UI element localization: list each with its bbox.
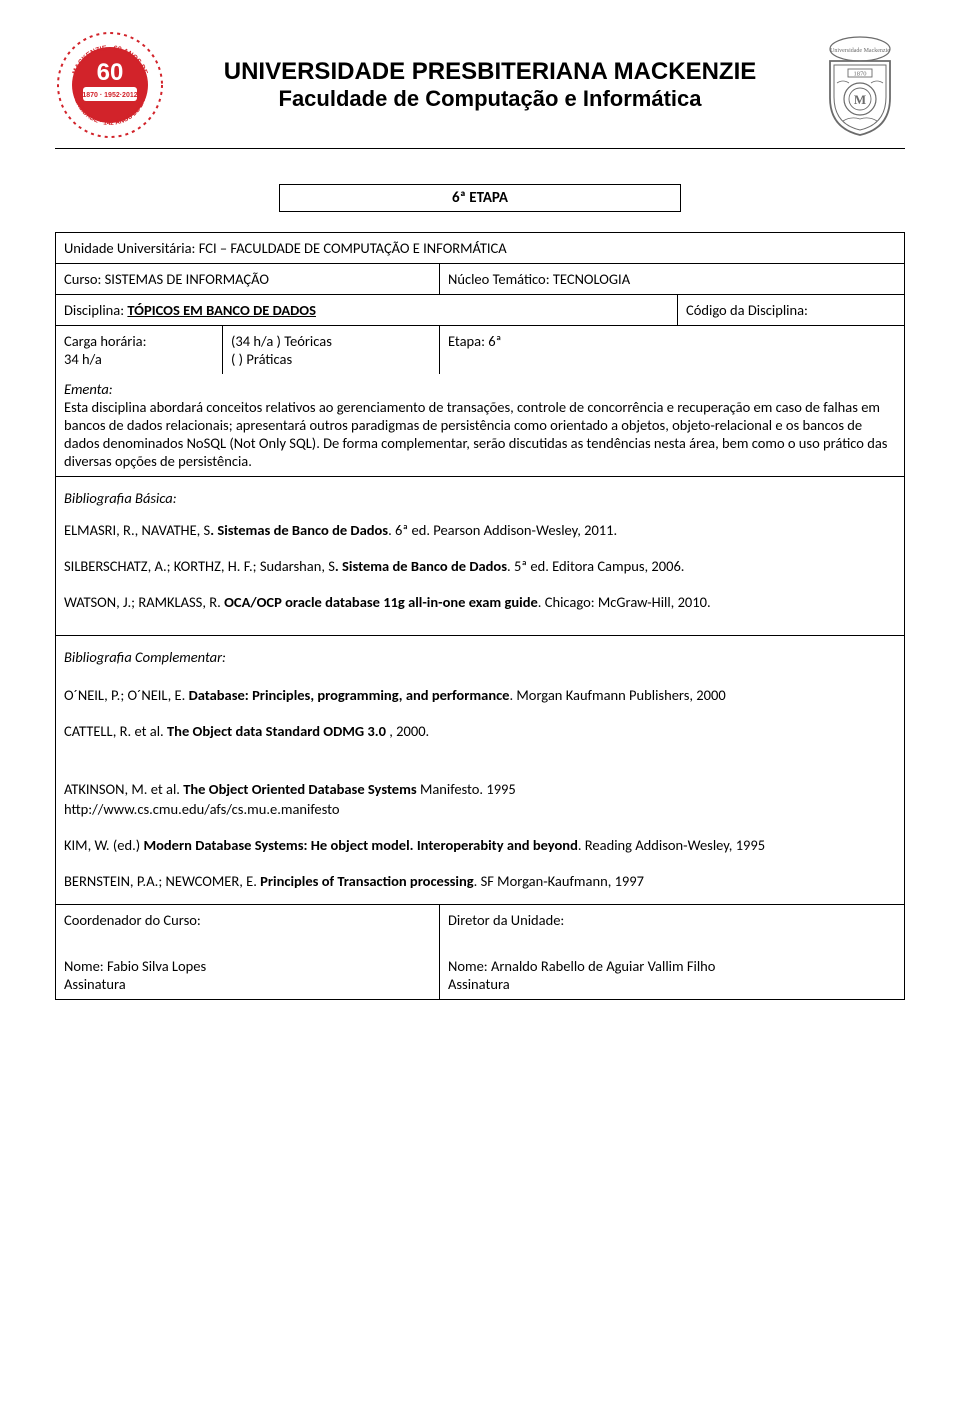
etapa-cell: Etapa: 6ª (440, 326, 905, 375)
bib-text: KIM, W. (ed.) (64, 836, 143, 854)
carga-label: Carga horária: (64, 332, 147, 350)
bib-title: . Sistemas de Banco de Dados (210, 521, 388, 539)
nome-label: Nome: (448, 957, 488, 975)
bib-title: The Object Oriented Database Systems (183, 780, 420, 798)
faculty-name: Faculdade de Computação e Informática (180, 86, 800, 112)
nucleo-cell: Núcleo Temático: TECNOLOGIA (440, 264, 905, 295)
bib-comp-ref-2: CATTELL, R. et al. The Object data Stand… (64, 722, 896, 740)
disciplina-label: Disciplina: (64, 301, 124, 319)
bib-text: . Morgan Kaufmann Publishers, 2000 (509, 686, 725, 704)
bib-title: The Object data Standard ODMG 3.0 (167, 722, 386, 740)
bib-text: . 5ª ed. Editora Campus, 2006. (507, 557, 684, 575)
bib-title: Database: Principles, programming, and p… (189, 686, 510, 704)
bib-text: WATSON, J.; RAMKLASS, R. (64, 593, 224, 611)
etapa-value: 6ª (488, 332, 501, 350)
teoricas-line: (34 h/a ) Teóricas (231, 332, 332, 350)
bib-basica-ref-1: ELMASRI, R., NAVATHE, S. Sistemas de Ban… (64, 521, 896, 539)
etapa-title-box: 6ª ETAPA (279, 184, 681, 212)
nucleo-value: TECNOLOGIA (553, 270, 630, 288)
bib-comp-ref-3-url: http://www.cs.cmu.edu/afs/cs.mu.e.manife… (64, 800, 896, 818)
ementa-text: Esta disciplina abordará conceitos relat… (64, 398, 887, 470)
horas-cell: (34 h/a ) Teóricas ( ) Práticas (223, 326, 440, 375)
bib-comp-ref-5: BERNSTEIN, P.A.; NEWCOMER, E. Principles… (64, 872, 896, 890)
diretor-cell: Diretor da Unidade: Nome: Arnaldo Rabell… (440, 905, 905, 1000)
svg-text:60: 60 (97, 59, 124, 86)
diretor-label: Diretor da Unidade: (448, 911, 896, 929)
svg-text:M: M (854, 92, 866, 107)
bib-basica-ref-2: SILBERSCHATZ, A.; KORTHZ, H. F.; Sudarsh… (64, 557, 896, 575)
bib-title: OCA/OCP oracle database 11g all-in-one e… (224, 593, 538, 611)
svg-text:1870: 1870 (854, 70, 867, 77)
bib-text: , 2000. (386, 722, 429, 740)
logo-left-60anos: 60 1870 · 1952·2012 MACKENZIE · 60 ANOS … (55, 30, 165, 140)
bib-comp-ref-4: KIM, W. (ed.) Modern Database Systems: H… (64, 836, 896, 854)
bib-text: . Chicago: McGraw-Hill, 2010. (538, 593, 711, 611)
bib-text: . SF Morgan-Kaufmann, 1997 (474, 872, 644, 890)
unidade-value: FCI – FACULDADE DE COMPUTAÇÃO E INFORMÁT… (199, 239, 507, 257)
bib-text: O´NEIL, P.; O´NEIL, E. (64, 686, 189, 704)
nome-label: Nome: (64, 957, 104, 975)
codigo-cell: Código da Disciplina: (678, 295, 905, 326)
ementa-cell: Ementa: Esta disciplina abordará conceit… (56, 374, 905, 477)
logo-right-shield: Universidade Mackenzie 1870 M (815, 33, 905, 138)
page-header: 60 1870 · 1952·2012 MACKENZIE · 60 ANOS … (55, 30, 905, 149)
svg-text:Universidade Mackenzie: Universidade Mackenzie (830, 48, 890, 54)
bib-title: Principles of Transaction processing (260, 872, 473, 890)
coord-nome: Fabio Silva Lopes (107, 957, 206, 975)
bib-text: . 6ª ed. Pearson Addison-Wesley, 2011. (388, 521, 617, 539)
bib-text: CATTELL, R. et al. (64, 722, 167, 740)
bib-basica-cell: Bibliografia Básica: ELMASRI, R., NAVATH… (56, 477, 905, 636)
nucleo-label: Núcleo Temático: (448, 270, 550, 288)
bib-comp-ref-3: ATKINSON, M. et al. The Object Oriented … (64, 780, 896, 798)
assinatura-label: Assinatura (448, 975, 896, 993)
assinatura-label: Assinatura (64, 975, 431, 993)
bib-text: BERNSTEIN, P.A.; NEWCOMER, E. (64, 872, 260, 890)
praticas-line: ( ) Práticas (231, 350, 292, 368)
etapa-label: Etapa: (448, 332, 485, 350)
bib-text: SILBERSCHATZ, A.; KORTHZ, H. F.; Sudarsh… (64, 557, 335, 575)
bib-basica-label: Bibliografia Básica: (64, 483, 896, 513)
bib-comp-ref-1: O´NEIL, P.; O´NEIL, E. Database: Princip… (64, 686, 896, 704)
curso-cell: Curso: SISTEMAS DE INFORMAÇÃO (56, 264, 440, 295)
ementa-label: Ementa: (64, 380, 113, 398)
bib-text: ELMASRI, R., NAVATHE, S (64, 521, 210, 539)
bib-title: Modern Database Systems: He object model… (143, 836, 577, 854)
syllabus-table: Unidade Universitária: FCI – FACULDADE D… (55, 232, 905, 1000)
university-name: UNIVERSIDADE PRESBITERIANA MACKENZIE (180, 58, 800, 86)
coord-label: Coordenador do Curso: (64, 911, 431, 929)
bib-text: Manifesto. 1995 (420, 780, 516, 798)
bib-basica-ref-3: WATSON, J.; RAMKLASS, R. OCA/OCP oracle … (64, 593, 896, 611)
bib-comp-cell: Bibliografia Complementar: O´NEIL, P.; O… (56, 636, 905, 905)
svg-text:1870 · 1952·2012: 1870 · 1952·2012 (82, 92, 137, 99)
codigo-label: Código da Disciplina: (686, 301, 808, 319)
bib-text: ATKINSON, M. et al. (64, 780, 183, 798)
bib-comp-label: Bibliografia Complementar: (64, 642, 896, 672)
diretor-nome: Arnaldo Rabello de Aguiar Vallim Filho (491, 957, 715, 975)
disciplina-value: TÓPICOS EM BANCO DE DADOS (127, 301, 316, 319)
coordenador-cell: Coordenador do Curso: Nome: Fabio Silva … (56, 905, 440, 1000)
carga-cell: Carga horária: 34 h/a (56, 326, 223, 375)
unidade-label: Unidade Universitária: (64, 239, 195, 257)
bib-title: . Sistema de Banco de Dados (335, 557, 507, 575)
curso-label: Curso: (64, 270, 101, 288)
carga-value: 34 h/a (64, 350, 102, 368)
bib-text: . Reading Addison-Wesley, 1995 (578, 836, 765, 854)
unidade-row: Unidade Universitária: FCI – FACULDADE D… (56, 233, 905, 264)
curso-value: SISTEMAS DE INFORMAÇÃO (105, 270, 269, 288)
disciplina-cell: Disciplina: TÓPICOS EM BANCO DE DADOS (56, 295, 678, 326)
